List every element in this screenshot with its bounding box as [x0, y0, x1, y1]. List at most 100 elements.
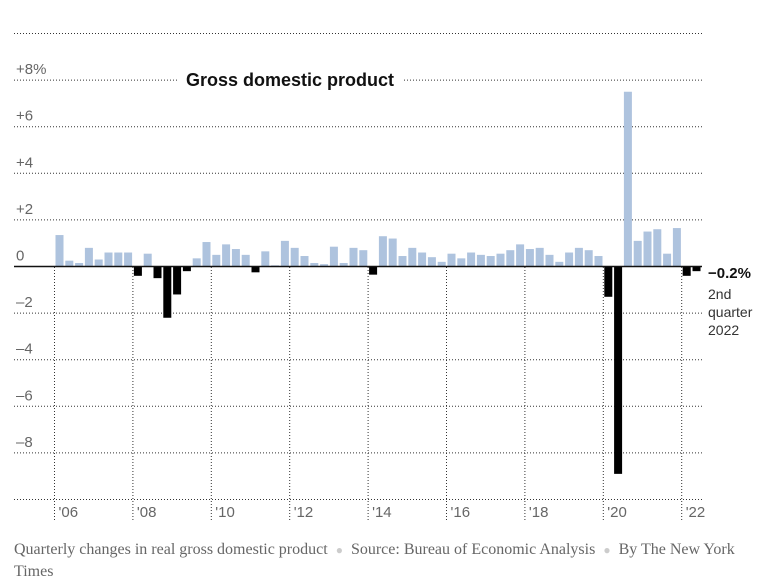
- x-axis-ticks: '06 '08 '10 '12 '14 '16 '18 '20 '22: [54, 267, 706, 521]
- bar-2013Q4: [359, 250, 368, 267]
- bar-2009Q1: [173, 266, 182, 295]
- bar-2007Q1: [94, 259, 103, 267]
- bar-2013Q1: [329, 246, 338, 267]
- x-tick-label: '10: [215, 504, 235, 521]
- y-tick-label: +6: [16, 108, 33, 125]
- last-value-label: −0.2%: [708, 265, 751, 282]
- bar-2021Q3: [663, 253, 672, 267]
- bar-2009Q4: [202, 242, 211, 267]
- bar-2009Q2: [182, 266, 191, 272]
- bar-2021Q4: [672, 228, 681, 267]
- y-tick-label: 0: [16, 248, 24, 265]
- bar-2010Q1: [212, 254, 221, 267]
- bar-2013Q3: [349, 247, 358, 267]
- title-background: [178, 66, 402, 94]
- caption-source: Source: Bureau of Economic Analysis: [350, 541, 596, 558]
- bar-2014Q1: [369, 266, 378, 275]
- bar-2018Q3: [545, 254, 554, 267]
- bar-2007Q4: [124, 252, 133, 267]
- caption-description: Quarterly changes in real gross domestic…: [14, 541, 328, 558]
- y-tick-label: –8: [16, 434, 33, 451]
- bar-2007Q3: [114, 252, 123, 267]
- bar-2011Q4: [280, 240, 289, 267]
- bar-2020Q1: [604, 266, 613, 297]
- chart-caption: Quarterly changes in real gross domestic…: [14, 539, 764, 583]
- bar-2008Q3: [153, 266, 162, 279]
- bar-2018Q1: [525, 249, 534, 267]
- last-value-note-line3: 2022: [708, 322, 739, 338]
- bar-2006Q2: [65, 260, 74, 267]
- x-tick-label: '06: [59, 504, 79, 521]
- y-tick-label: –6: [16, 387, 33, 404]
- grid-lines: [14, 33, 702, 500]
- bar-2016Q4: [476, 254, 485, 267]
- bar-2006Q1: [55, 235, 64, 267]
- bar-2015Q2: [418, 252, 427, 267]
- bar-2017Q4: [516, 244, 525, 267]
- bar-2020Q4: [633, 240, 642, 267]
- y-tick-label: +2: [16, 201, 33, 218]
- bar-2021Q1: [643, 231, 652, 267]
- bar-2016Q3: [467, 252, 476, 267]
- bar-2009Q3: [192, 258, 201, 267]
- bar-2019Q2: [574, 247, 583, 267]
- bar-2012Q2: [300, 256, 309, 267]
- bar-2012Q3: [310, 263, 319, 267]
- bars: [55, 91, 701, 474]
- bar-2018Q4: [555, 261, 564, 267]
- x-tick-label: '22: [686, 504, 706, 521]
- bar-2008Q4: [163, 266, 172, 318]
- gdp-chart: +8% +6 +4 +2 0 –2 –4 –6 –8 Gross domestic produc…: [14, 33, 753, 521]
- caption-separator: ●: [603, 543, 611, 557]
- bar-2010Q3: [231, 249, 240, 267]
- bar-2012Q4: [320, 264, 329, 267]
- bar-2015Q4: [437, 261, 446, 267]
- x-tick-label: '16: [451, 504, 471, 521]
- x-tick-label: '14: [372, 504, 392, 521]
- bar-2017Q1: [486, 256, 495, 267]
- bar-2017Q2: [496, 253, 505, 267]
- bar-2008Q1: [133, 266, 142, 276]
- bar-2022Q2: [692, 266, 701, 272]
- x-tick-label: '20: [607, 504, 627, 521]
- bar-2014Q2: [378, 236, 387, 267]
- y-axis-tick-labels: +8% +6 +4 +2 0 –2 –4 –6 –8: [16, 61, 46, 451]
- bar-2015Q3: [427, 257, 436, 267]
- bar-2010Q4: [241, 254, 250, 267]
- bar-2021Q2: [653, 229, 662, 267]
- bar-2020Q3: [623, 91, 632, 267]
- bar-2014Q3: [388, 238, 397, 267]
- caption-byline: By The New York Times: [14, 541, 735, 580]
- last-value-note-line2: quarter: [708, 304, 753, 320]
- bar-2012Q1: [290, 247, 299, 267]
- bar-2011Q2: [261, 251, 270, 267]
- last-value-note-line1: 2nd: [708, 286, 731, 302]
- bar-2016Q2: [457, 258, 466, 267]
- bar-2013Q2: [339, 263, 348, 267]
- y-tick-label: –2: [16, 294, 33, 311]
- bar-2015Q1: [408, 247, 417, 267]
- bar-2018Q2: [535, 247, 544, 267]
- caption-separator: ●: [335, 543, 343, 557]
- bar-2017Q3: [506, 250, 515, 267]
- bar-2019Q4: [594, 256, 603, 267]
- bar-2020Q2: [614, 266, 623, 474]
- bar-2006Q4: [84, 247, 93, 267]
- bar-2006Q3: [75, 263, 84, 267]
- x-tick-label: '18: [529, 504, 549, 521]
- bar-2010Q2: [222, 244, 231, 267]
- bar-2016Q1: [447, 253, 456, 267]
- x-tick-label: '12: [294, 504, 314, 521]
- y-tick-label: –4: [16, 341, 33, 358]
- bar-2007Q2: [104, 252, 113, 267]
- bar-2019Q1: [565, 252, 574, 267]
- bar-2008Q2: [143, 253, 152, 267]
- y-tick-label: +8%: [16, 61, 46, 78]
- y-tick-label: +4: [16, 154, 33, 171]
- bar-2022Q1: [682, 266, 691, 276]
- bar-2011Q1: [251, 266, 260, 273]
- x-tick-label: '08: [137, 504, 157, 521]
- bar-2019Q3: [584, 250, 593, 267]
- bar-2014Q4: [398, 256, 407, 267]
- chart-title: Gross domestic product: [186, 70, 394, 90]
